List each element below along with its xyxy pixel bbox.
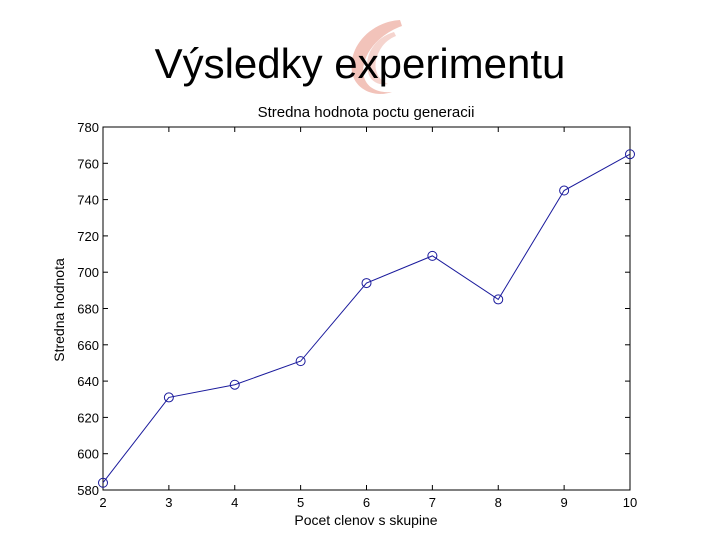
x-tick-label: 9 — [561, 495, 568, 510]
x-tick-label: 8 — [495, 495, 502, 510]
y-tick-label: 620 — [77, 410, 99, 425]
x-tick-label: 5 — [297, 495, 304, 510]
y-tick-label: 700 — [77, 265, 99, 280]
y-tick-label: 580 — [77, 483, 99, 498]
x-tick-label: 10 — [623, 495, 637, 510]
x-tick-label: 6 — [363, 495, 370, 510]
x-tick-label: 3 — [165, 495, 172, 510]
data-point-marker — [559, 185, 570, 196]
y-tick-label: 600 — [77, 447, 99, 462]
x-tick-label: 2 — [99, 495, 106, 510]
data-point-marker — [361, 278, 372, 289]
data-point-marker — [427, 250, 438, 261]
logo-swirl-icon — [351, 20, 402, 94]
data-point-marker — [98, 477, 108, 488]
data-point-marker — [229, 379, 240, 390]
chart-title: Stredna hodnota poctu generacii — [258, 104, 475, 121]
series-line — [102, 153, 631, 484]
y-tick-label: 640 — [77, 374, 99, 389]
axis-ticks: 580 600 620 640 660 680 700 720 740 760 780 2 3 4 5 6 7 8… — [77, 120, 637, 510]
data-point-marker — [493, 294, 504, 305]
y-tick-label: 720 — [77, 229, 99, 244]
x-axis-label: Pocet clenov s skupine — [294, 512, 437, 528]
y-tick-label: 780 — [77, 120, 99, 135]
y-tick-label: 680 — [77, 302, 99, 317]
x-tick-label: 7 — [429, 495, 436, 510]
data-point-marker — [625, 149, 635, 160]
y-axis-label: Stredna hodnota — [51, 258, 67, 362]
series-layer — [98, 149, 635, 488]
y-tick-label: 660 — [77, 338, 99, 353]
y-tick-label: 740 — [77, 193, 99, 208]
y-tick-label: 760 — [77, 156, 99, 171]
data-point-marker — [163, 392, 174, 403]
plot-area-frame — [102, 126, 631, 491]
data-point-marker — [295, 356, 306, 367]
x-tick-label: 4 — [231, 495, 238, 510]
slide-title: Výsledky experimentu — [154, 40, 566, 87]
